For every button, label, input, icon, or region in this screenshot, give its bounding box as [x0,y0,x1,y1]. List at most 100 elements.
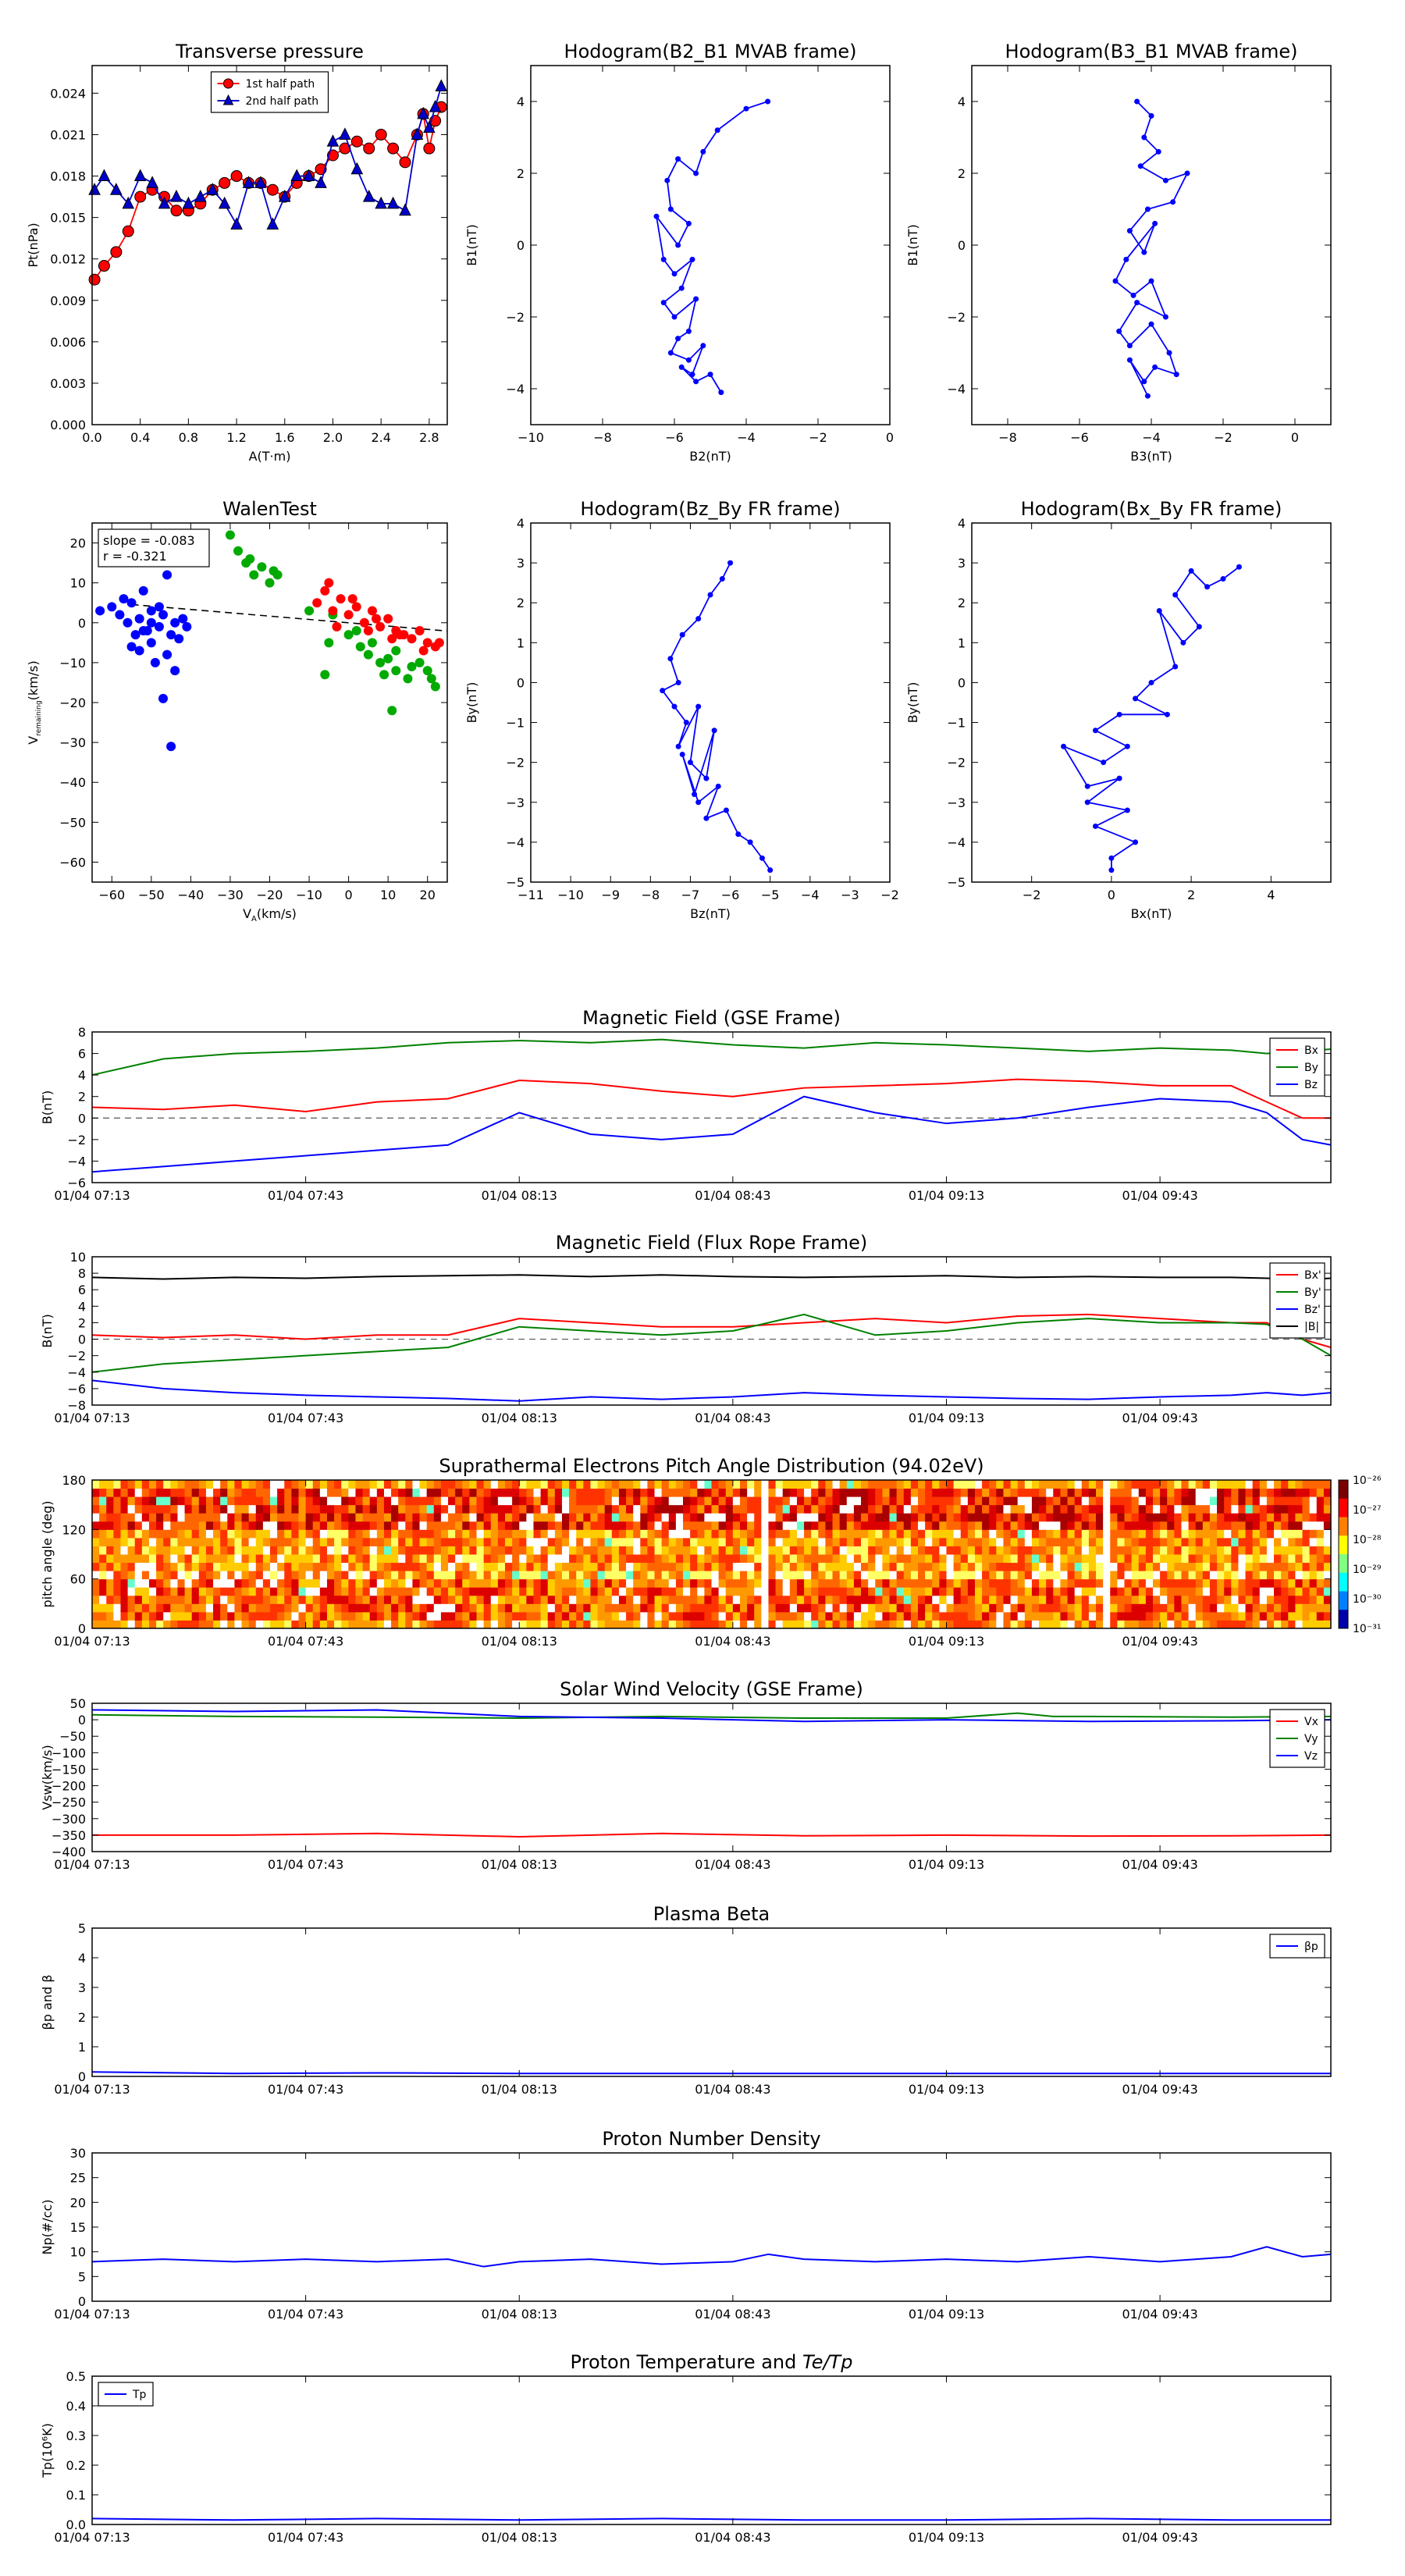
heatmap-cell [348,1562,356,1571]
annotation-box [98,528,210,568]
data-point [123,617,133,628]
y-axis-label: Vremaining(km/s) [26,660,43,744]
heatmap-cell [1174,1488,1182,1497]
data-point [98,260,110,272]
heatmap-cell [576,1537,584,1546]
heatmap-cell [896,1480,905,1489]
heatmap-cell [205,1480,214,1489]
heatmap-cell [1323,1496,1332,1506]
heatmap-cell [1181,1488,1190,1497]
heatmap-cell [369,1578,378,1588]
data-point [653,213,660,219]
heatmap-cell [127,1529,136,1539]
heatmap-cell [982,1529,990,1539]
heatmap-cell [277,1504,285,1514]
heatmap-cell [1302,1595,1311,1604]
heatmap-cell [1160,1562,1168,1571]
heatmap-cell [1145,1513,1154,1522]
heatmap-cell [391,1611,399,1621]
heatmap-cell [768,1620,777,1629]
heatmap-cell [362,1496,371,1506]
heatmap-cell [561,1521,570,1530]
heatmap-cell [1195,1578,1204,1588]
heatmap-cell [1067,1562,1076,1571]
heatmap-cell [825,1620,834,1629]
heatmap-cell [732,1529,741,1539]
heatmap-cell [739,1488,748,1497]
heatmap-cell [1074,1611,1083,1621]
heatmap-cell [846,1546,855,1555]
heatmap-cell [92,1554,100,1564]
data-point [265,578,275,588]
heatmap-cell [191,1571,200,1580]
x-tick-label: −8 [593,430,612,445]
heatmap-cell [476,1562,485,1571]
heatmap-cell [918,1571,926,1580]
heatmap-cell [1224,1611,1232,1621]
heatmap-cell [120,1571,129,1580]
heatmap-cell [1067,1611,1076,1621]
heatmap-cell [1188,1521,1197,1530]
heatmap-cell [690,1603,698,1613]
heatmap-cell [490,1562,499,1571]
data-point [414,657,425,667]
heatmap-cell [348,1603,356,1613]
y-tick-label: −4 [506,835,525,850]
heatmap-cell [1202,1554,1211,1564]
heatmap-cell [1003,1620,1012,1629]
heatmap-cell [177,1603,186,1613]
data-point [245,554,255,564]
legend-label: 1st half path [246,78,315,91]
heatmap-cell [540,1496,549,1506]
heatmap-cell [668,1620,677,1629]
heatmap-cell [1295,1480,1304,1489]
heatmap-cell [1181,1480,1190,1489]
heatmap-cell [583,1611,591,1621]
heatmap-cell [711,1513,720,1522]
heatmap-cell [654,1504,663,1514]
heatmap-cell [298,1562,307,1571]
heatmap-cell [1039,1587,1047,1596]
heatmap-cell [148,1587,157,1596]
heatmap-cell [319,1578,328,1588]
heatmap-cell [1224,1595,1232,1604]
heatmap-cell [1003,1595,1012,1604]
annotation-text: slope = -0.083 [103,533,195,548]
heatmap-cell [925,1513,933,1522]
heatmap-cell [391,1504,399,1514]
heatmap-cell [483,1496,492,1506]
heatmap-cell [1202,1504,1211,1514]
x-axis-label: B3(nT) [1130,449,1172,464]
heatmap-cell [804,1603,812,1613]
heatmap-cell [227,1504,235,1514]
heatmap-cell [690,1488,698,1497]
heatmap-cell [213,1562,221,1571]
heatmap-cell [789,1513,798,1522]
heatmap-cell [1202,1513,1211,1522]
heatmap-cell [1131,1562,1140,1571]
heatmap-cell [576,1595,584,1604]
heatmap-cell [241,1587,250,1596]
heatmap-cell [419,1504,428,1514]
heatmap-cell [383,1620,392,1629]
heatmap-cell [1195,1496,1204,1506]
heatmap-cell [1124,1521,1133,1530]
heatmap-cell [426,1562,435,1571]
heatmap-cell [1031,1611,1040,1621]
heatmap-cell [156,1578,164,1588]
heatmap-cell [398,1571,406,1580]
data-point [414,626,425,635]
x-tick-label: 01/04 08:43 [695,2307,770,2322]
heatmap-cell [1024,1480,1033,1489]
heatmap-cell [284,1620,292,1629]
heatmap-cell [768,1587,777,1596]
heatmap-cell [989,1504,997,1514]
heatmap-cell [227,1546,235,1555]
heatmap-cell [932,1554,940,1564]
heatmap-cell [1067,1496,1076,1506]
heatmap-cell [796,1620,805,1629]
heatmap-cell [996,1595,1004,1604]
heatmap-cell [903,1496,912,1506]
heatmap-cell [1174,1611,1182,1621]
heatmap-cell [967,1529,976,1539]
